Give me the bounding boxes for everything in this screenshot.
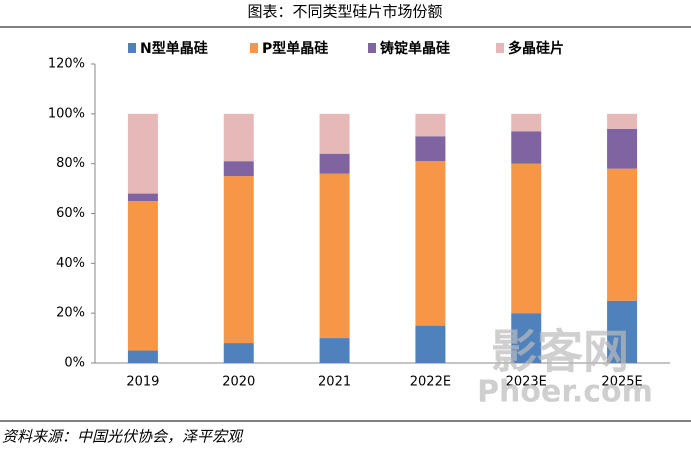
legend-label: N型单晶硅 bbox=[140, 40, 208, 57]
y-tick-label: 120% bbox=[48, 57, 85, 72]
plot: 0% 20% 40% 60% 80% 100% 120% 2019 2020 2021 2022E 2… bbox=[48, 40, 670, 390]
bar-segment bbox=[607, 128, 638, 169]
bar-segment bbox=[223, 176, 254, 344]
bar-segment bbox=[415, 161, 446, 326]
bar-segment bbox=[415, 325, 446, 363]
bar-segment bbox=[127, 350, 158, 363]
legend-swatch bbox=[250, 43, 258, 53]
x-tick-label: 2025E bbox=[601, 375, 642, 390]
watermark: Phoer.com bbox=[477, 375, 653, 410]
bar-segment bbox=[319, 153, 350, 174]
bar-segment bbox=[415, 113, 446, 137]
watermark: 影客网 bbox=[491, 325, 629, 379]
y-tick-label: 40% bbox=[56, 256, 85, 271]
x-tick-label: 2020 bbox=[222, 375, 255, 390]
x-tick-label: 2021 bbox=[318, 375, 351, 390]
bar-segment bbox=[223, 113, 254, 162]
bar-segment bbox=[511, 131, 542, 164]
bar-segment bbox=[319, 113, 350, 154]
y-tick-label: 80% bbox=[56, 156, 85, 171]
legend-label: 多晶硅片 bbox=[508, 40, 564, 57]
bar-segment bbox=[511, 313, 542, 363]
legend-swatch bbox=[496, 43, 504, 53]
legend-swatch bbox=[368, 43, 376, 53]
y-tick-label: 100% bbox=[48, 106, 85, 121]
bar-segment bbox=[607, 300, 638, 363]
x-tick-label: 2023E bbox=[506, 375, 547, 390]
bar-segment bbox=[319, 173, 350, 339]
source: 资料来源：中国光伏协会，泽平宏观 bbox=[2, 428, 244, 446]
x-tick-label: 2019 bbox=[126, 375, 159, 390]
bar-segment bbox=[607, 168, 638, 301]
bar-segment bbox=[511, 163, 542, 314]
bar-segment bbox=[223, 161, 254, 177]
legend-swatch bbox=[128, 43, 136, 53]
bar-segment bbox=[319, 338, 350, 363]
y-tick-label: 60% bbox=[56, 206, 85, 221]
legend-label: 铸锭单晶硅 bbox=[380, 40, 450, 57]
bar-segment bbox=[127, 201, 158, 351]
bar-segment bbox=[127, 193, 158, 202]
chart-title: 图表：不同类型硅片市场份额 bbox=[247, 3, 442, 21]
bar-segment bbox=[127, 113, 158, 194]
y-tick-label: 20% bbox=[56, 306, 85, 321]
bar-segment bbox=[223, 343, 254, 363]
legend-label: P型单晶硅 bbox=[262, 40, 328, 57]
bar-segment bbox=[511, 113, 542, 132]
bar-segment bbox=[415, 136, 446, 162]
x-tick-label: 2022E bbox=[410, 375, 451, 390]
y-tick-label: 0% bbox=[64, 356, 85, 371]
bar-segment bbox=[607, 113, 638, 129]
